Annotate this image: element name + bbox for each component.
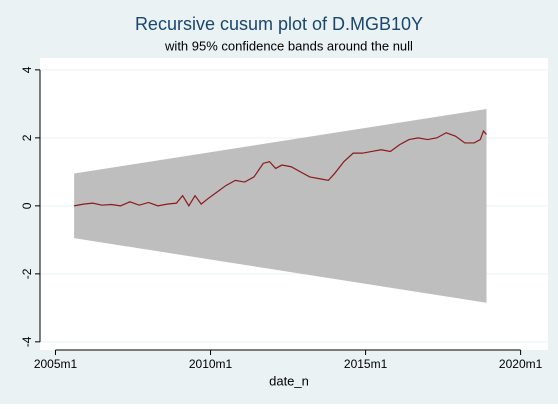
chart-subtitle: with 95% confidence bands around the nul…	[164, 38, 413, 53]
y-tick-label: -4	[20, 336, 34, 347]
x-tick-label: 2020m1	[499, 357, 543, 371]
chart-title: Recursive cusum plot of D.MGB10Y	[135, 14, 423, 34]
y-tick-label: 4	[20, 66, 34, 73]
x-tick-label: 2010m1	[189, 357, 233, 371]
x-axis-title: date_n	[269, 373, 309, 388]
y-tick-label: 0	[20, 202, 34, 209]
x-tick-label: 2015m1	[344, 357, 388, 371]
x-tick-label: 2005m1	[34, 357, 78, 371]
y-tick-label: -2	[20, 268, 34, 279]
y-tick-label: 2	[20, 134, 34, 141]
confidence-band	[74, 108, 487, 303]
cusum-line	[74, 129, 487, 208]
